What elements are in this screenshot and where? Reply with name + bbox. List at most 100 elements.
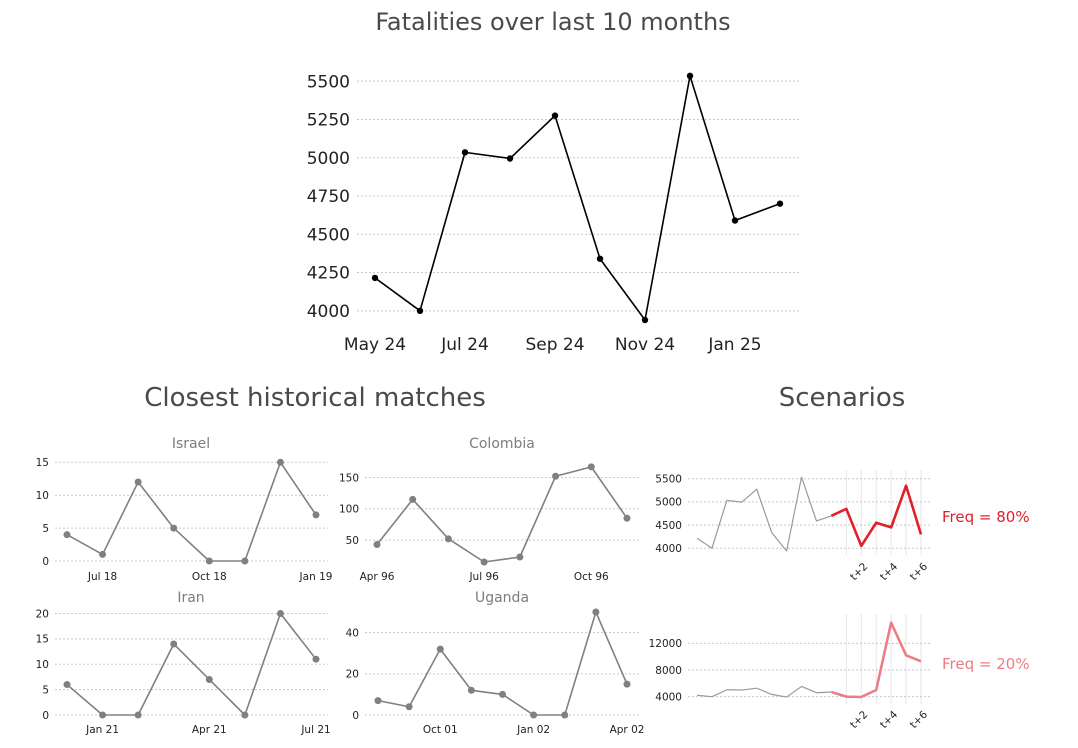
y-tick-label: 4250 — [307, 264, 350, 284]
data-point — [467, 686, 475, 694]
data-point — [312, 655, 320, 663]
y-tick-label: 15 — [36, 634, 49, 646]
x-tick-label: Jan 25 — [707, 335, 761, 355]
data-point — [134, 711, 142, 719]
data-point — [416, 307, 424, 315]
data-point — [596, 255, 604, 262]
y-tick-label: 20 — [346, 669, 359, 681]
y-tick-label: 5 — [42, 523, 49, 535]
series-line — [376, 466, 628, 563]
data-point — [641, 316, 649, 324]
scenarios-section-title: Scenarios — [779, 383, 906, 413]
x-tick-label: Oct 01 — [423, 724, 458, 736]
y-tick-label: 4000 — [307, 302, 350, 322]
y-tick-label: 4000 — [655, 691, 682, 703]
chart-main: 4000 4250 4500 4750 5000 5250 5500 May 24 Jul 24… — [307, 8, 800, 355]
y-tick-label: 4500 — [307, 225, 350, 245]
chart-uganda: 0 20 40 Oct 01 Jan 02 Apr 02 Uganda — [346, 590, 645, 736]
data-point — [241, 557, 249, 565]
x-tick-label: Jan 19 — [299, 571, 333, 583]
data-point — [99, 550, 107, 558]
forecast-line — [830, 484, 923, 548]
x-tick-label: t+4 — [878, 708, 901, 731]
x-tick-label: Oct 18 — [192, 571, 227, 583]
data-point — [516, 553, 524, 561]
data-point — [592, 608, 600, 616]
y-tick-label: 50 — [346, 535, 359, 547]
y-tick-label: 10 — [36, 490, 49, 502]
data-point — [63, 681, 71, 689]
x-tick-label: Apr 02 — [610, 724, 645, 736]
y-tick-label: 150 — [339, 472, 359, 484]
x-tick-label: t+4 — [878, 560, 901, 583]
data-point — [623, 680, 631, 688]
y-tick-label: 40 — [346, 627, 359, 639]
data-point — [587, 463, 595, 471]
y-tick-label: 8000 — [655, 665, 682, 677]
x-tick-label: Nov 24 — [615, 335, 675, 355]
history-line — [696, 476, 832, 552]
chart-israel: 0 5 10 15 Jul 18 Oct 18 Jan 19 Israel — [36, 436, 333, 583]
x-tick-label: May 24 — [344, 335, 406, 355]
x-tick-label: Oct 96 — [574, 571, 609, 583]
x-tick-label: Jan 21 — [85, 724, 119, 736]
data-point — [241, 711, 249, 719]
x-tick-label: t+6 — [908, 708, 931, 731]
data-point — [480, 558, 488, 566]
data-point — [561, 711, 569, 719]
chart-title: Colombia — [469, 436, 535, 452]
data-point — [205, 557, 213, 565]
series-line — [377, 611, 628, 716]
frequency-label: Freq = 80% — [942, 508, 1030, 526]
x-tick-label: Sep 24 — [525, 335, 584, 355]
y-tick-label: 4000 — [655, 543, 682, 555]
data-point — [686, 72, 694, 80]
y-tick-label: 5000 — [655, 497, 682, 509]
y-tick-label: 5500 — [655, 474, 682, 486]
y-tick-label: 5500 — [307, 72, 350, 92]
x-tick-label: t+2 — [848, 561, 870, 583]
data-point — [506, 155, 514, 162]
data-point — [63, 531, 71, 539]
data-point — [551, 112, 559, 119]
x-tick-label: t+6 — [908, 560, 931, 583]
data-point — [134, 478, 142, 486]
data-point — [461, 149, 469, 156]
chart-title: Iran — [177, 590, 204, 606]
data-point — [373, 540, 381, 548]
data-point — [776, 200, 784, 207]
data-point — [530, 711, 538, 719]
y-tick-label: 4750 — [307, 187, 350, 207]
y-tick-label: 0 — [42, 710, 49, 722]
data-point — [374, 697, 382, 705]
x-tick-label: Jul 96 — [468, 571, 499, 583]
series-line — [374, 75, 781, 321]
x-tick-label: Jan 02 — [516, 724, 550, 736]
data-point — [371, 274, 379, 282]
y-tick-label: 5250 — [307, 111, 350, 131]
y-tick-label: 0 — [42, 556, 49, 568]
y-tick-label: 5 — [42, 684, 49, 696]
chart-colombia: 50 100 150 Apr 96 Jul 96 Oct 96 Colombia — [339, 436, 640, 583]
x-tick-label: Apr 21 — [192, 724, 227, 736]
chart-scenario1: 4000 4500 5000 5500 t+2 t+4 t+6 Freq = 80% — [655, 470, 1030, 583]
x-tick-label: Jul 21 — [300, 724, 330, 736]
y-tick-label: 4500 — [655, 520, 682, 532]
x-tick-label: t+2 — [848, 709, 870, 731]
y-tick-label: 0 — [352, 710, 359, 722]
data-point — [276, 610, 284, 618]
series-line — [66, 612, 317, 716]
data-point — [499, 690, 506, 698]
y-tick-label: 12000 — [649, 638, 682, 650]
data-point — [312, 511, 320, 519]
data-point — [409, 495, 417, 503]
data-point — [731, 217, 739, 224]
x-tick-label: Jul 18 — [87, 571, 117, 583]
x-tick-label: Jul 24 — [440, 335, 489, 355]
chart-title: Israel — [172, 436, 210, 452]
y-tick-label: 100 — [339, 504, 359, 516]
data-point — [99, 711, 107, 719]
chart-title: Fatalities over last 10 months — [375, 8, 730, 36]
data-point — [623, 514, 631, 522]
data-point — [436, 645, 444, 653]
